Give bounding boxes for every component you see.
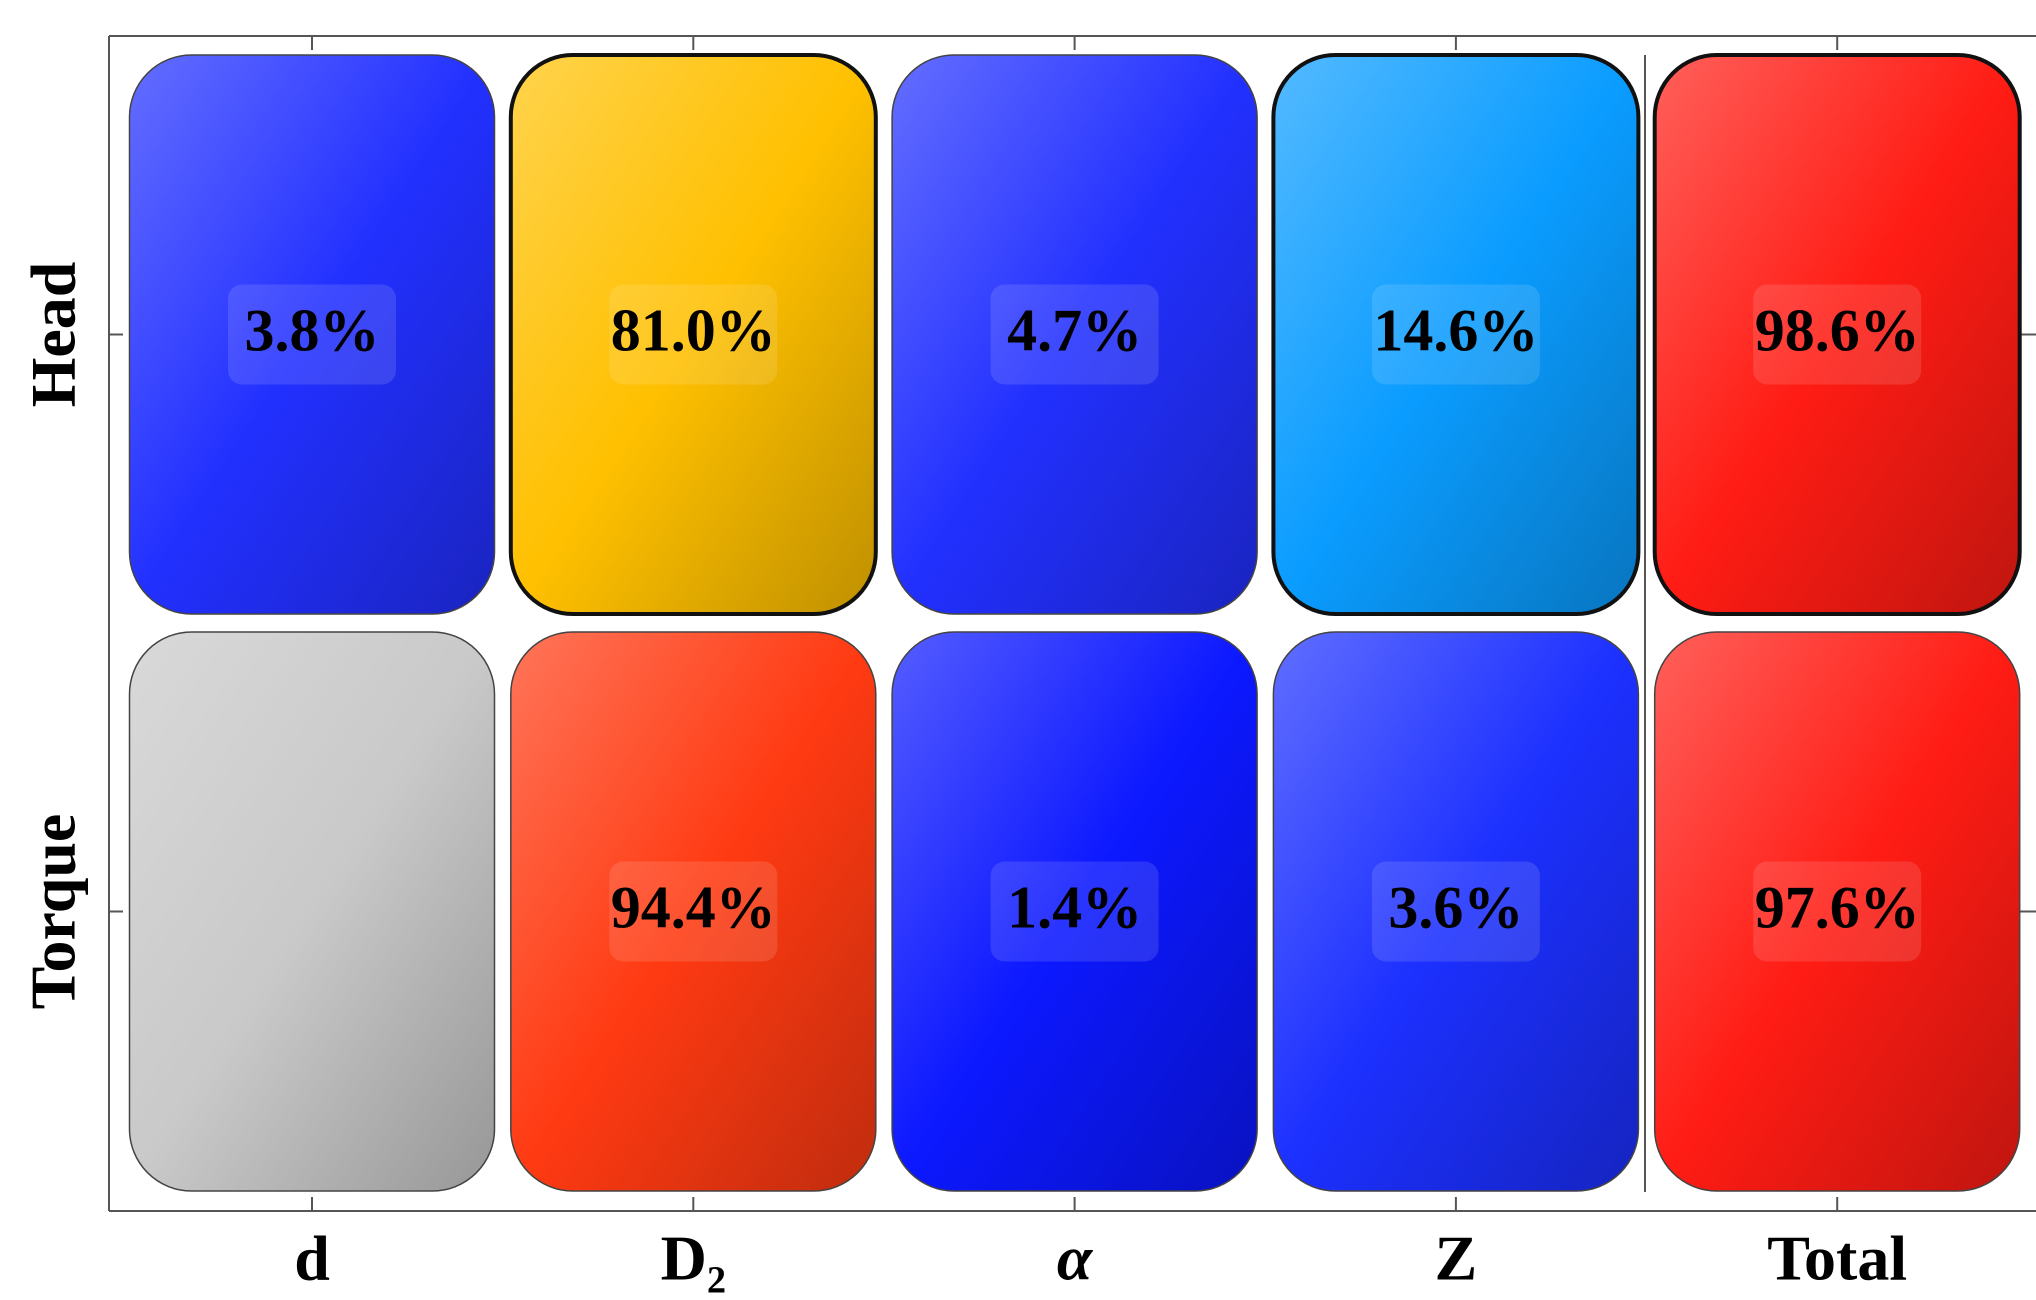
x-tick-label: D₂ (661, 1223, 726, 1294)
label-box (609, 284, 778, 385)
cell (128, 54, 496, 615)
cell (508, 53, 878, 616)
cell (1272, 631, 1640, 1192)
value-label: 98.6% (1755, 297, 1920, 363)
cell (891, 54, 1258, 615)
y-tick-label: Head (18, 262, 89, 408)
label-box (990, 861, 1159, 962)
label-box (1371, 861, 1540, 962)
label-box (609, 861, 778, 962)
cell (1653, 631, 2021, 1192)
value-label: 14.6% (1373, 297, 1538, 363)
x-tick-label: d (294, 1223, 330, 1294)
cell (1271, 53, 1641, 616)
cell (891, 631, 1258, 1192)
label-box (1371, 284, 1540, 385)
cell (1652, 53, 2022, 616)
label-box (228, 284, 396, 385)
label-box (990, 284, 1159, 385)
label-box (1753, 284, 1922, 385)
x-tick-label: α (1057, 1223, 1094, 1294)
x-tick-label: Total (1767, 1223, 1907, 1294)
cell (128, 631, 496, 1192)
value-label: 81.0% (611, 297, 776, 363)
value-label: 1.4% (1007, 874, 1142, 940)
y-tick-label: Torque (18, 814, 89, 1010)
value-label: 3.6% (1388, 874, 1523, 940)
value-label: 3.8% (245, 297, 380, 363)
x-tick-label: Z (1435, 1223, 1478, 1294)
value-label: 94.4% (611, 874, 776, 940)
value-label: 4.7% (1007, 297, 1142, 363)
label-box (1753, 861, 1922, 962)
value-label: 97.6% (1755, 874, 1920, 940)
cell (510, 631, 877, 1192)
